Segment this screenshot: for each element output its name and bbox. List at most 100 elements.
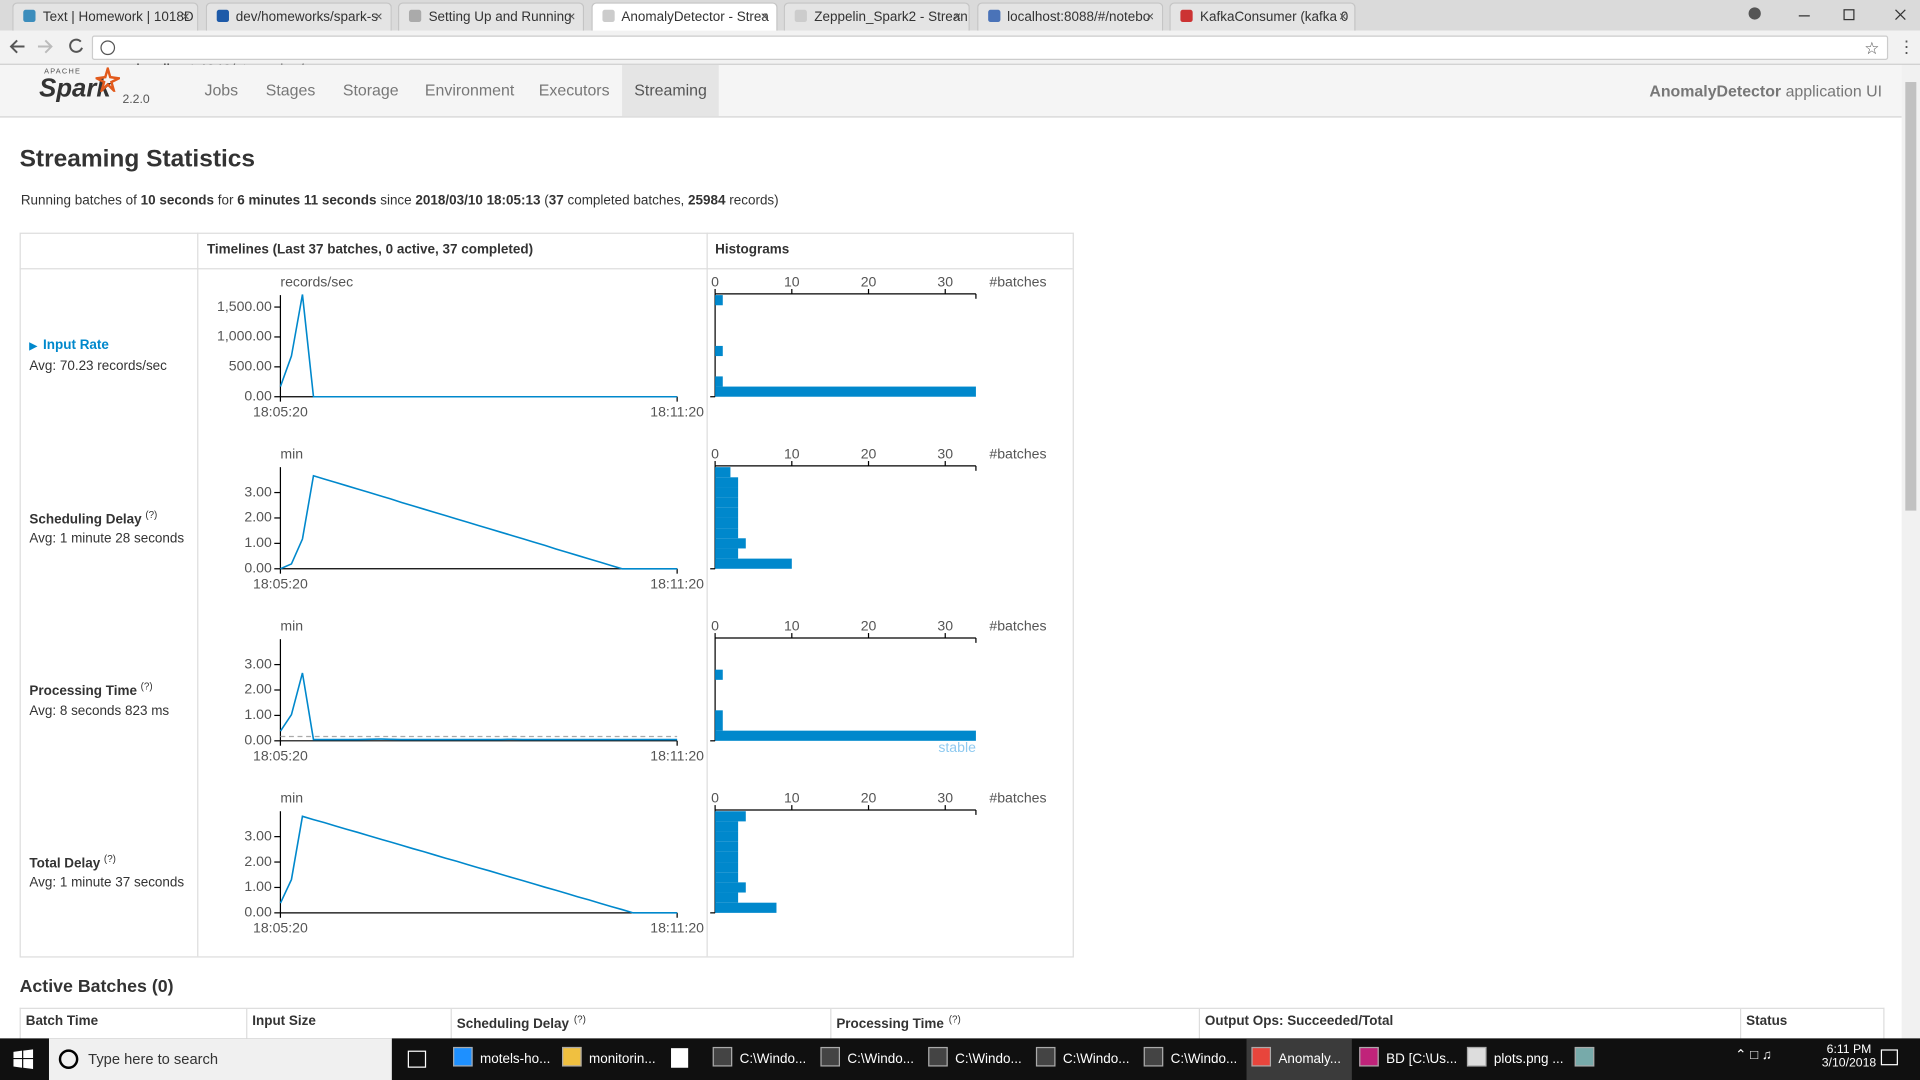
window-controls bbox=[1748, 7, 1906, 21]
start-button[interactable] bbox=[12, 1048, 34, 1070]
nav-link[interactable]: Storage bbox=[342, 80, 399, 100]
metric-name[interactable]: ▶ Input Rate bbox=[29, 335, 186, 356]
column-label: Output Ops: Succeeded/Total bbox=[1204, 1013, 1394, 1029]
nav-link[interactable]: Jobs bbox=[204, 80, 239, 100]
taskbar-label: motels-ho... bbox=[480, 1051, 551, 1067]
tab[interactable]: AnomalyDetector - Strea × bbox=[590, 2, 777, 32]
tab[interactable]: dev/homeworks/spark-s × bbox=[205, 2, 392, 32]
tray-icons[interactable]: ⌃ □ ♫ bbox=[1735, 1048, 1773, 1063]
help-icon[interactable]: (?) bbox=[140, 681, 153, 693]
tab[interactable]: Zeppelin_Spark2 - Strean × bbox=[783, 2, 970, 32]
nav-link[interactable]: Streaming bbox=[622, 64, 720, 117]
store-icon[interactable] bbox=[671, 1048, 689, 1068]
column-label: Processing Time bbox=[836, 1017, 944, 1032]
y-tick-label: 500.00 bbox=[229, 358, 272, 374]
column-header: Processing Time (?) bbox=[836, 1014, 960, 1032]
task-view[interactable] bbox=[407, 1050, 427, 1068]
summary-text: since bbox=[376, 193, 416, 209]
summary-text: records) bbox=[725, 193, 779, 209]
tab[interactable]: Setting Up and Running × bbox=[397, 2, 585, 32]
stable-label: stable bbox=[938, 739, 976, 755]
y-tick-label: 1.00 bbox=[244, 878, 272, 894]
taskbar-icon bbox=[820, 1046, 840, 1067]
taskbar-item[interactable]: C:\Windo... bbox=[707, 1038, 814, 1080]
column-label: Status bbox=[1746, 1013, 1788, 1029]
hist-bar bbox=[715, 811, 746, 822]
address-bar[interactable]: localhost:4040/streaming/ ☆ bbox=[91, 35, 1889, 78]
summary-text: completed batches, bbox=[563, 193, 689, 209]
metric-label: Processing Time bbox=[29, 684, 137, 699]
x-tick-label: 18:11:20 bbox=[650, 747, 704, 763]
menu[interactable]: ⋮ bbox=[1897, 36, 1916, 57]
summary-text: 25984 bbox=[688, 193, 726, 209]
hist-bar bbox=[715, 528, 739, 539]
hist-x-tick-label: 10 bbox=[784, 618, 800, 634]
taskbar-icon bbox=[712, 1046, 733, 1067]
tab-icon bbox=[408, 9, 422, 23]
taskbar-item[interactable]: C:\Windo... bbox=[1031, 1038, 1137, 1080]
tab-icon bbox=[216, 9, 229, 23]
hist-bar bbox=[715, 376, 723, 387]
hist-x-tick-label: 0 bbox=[711, 274, 719, 290]
search-box[interactable]: Type here to search bbox=[48, 1038, 392, 1080]
hist-x-tick-label: 20 bbox=[861, 274, 877, 290]
tab-icon bbox=[794, 9, 807, 23]
taskbar-item[interactable]: C:\Windo... bbox=[1138, 1038, 1245, 1080]
nav-link[interactable]: Environment bbox=[424, 80, 515, 100]
help-icon[interactable]: (?) bbox=[145, 508, 158, 521]
x-tick-label: 18:05:20 bbox=[253, 747, 308, 763]
y-tick-label: 3.00 bbox=[244, 827, 272, 843]
taskbar-item[interactable]: motels-ho... bbox=[448, 1038, 554, 1080]
column-header: Scheduling Delay (?) bbox=[457, 1014, 586, 1032]
taskbar-item[interactable]: plots.png ... bbox=[1462, 1038, 1568, 1080]
tab[interactable]: localhost:8088/#/notebo × bbox=[976, 2, 1163, 32]
taskbar-icon bbox=[562, 1046, 582, 1067]
hist-bar bbox=[715, 831, 739, 842]
tab-close: × bbox=[567, 9, 576, 25]
taskbar-item[interactable]: C:\Windo... bbox=[815, 1038, 921, 1080]
x-tick-label: 18:05:20 bbox=[253, 919, 308, 935]
y-tick-label: 1,500.00 bbox=[217, 298, 272, 314]
taskbar-item[interactable]: Anomaly... bbox=[1246, 1038, 1352, 1080]
tab-title: dev/homeworks/spark-s bbox=[235, 9, 378, 25]
hist-bar bbox=[715, 710, 723, 721]
nav-link[interactable]: Stages bbox=[265, 80, 316, 100]
taskbar-item[interactable]: C:\Windo... bbox=[923, 1038, 1029, 1080]
taskbar-icon bbox=[1251, 1046, 1272, 1067]
hist-x-tick-label: 0 bbox=[711, 790, 719, 806]
taskbar-item[interactable]: zepelin_sp... bbox=[1569, 1038, 1676, 1080]
column-divider bbox=[246, 1008, 248, 1039]
navbar bbox=[0, 64, 1902, 118]
help-icon[interactable]: (?) bbox=[948, 1013, 961, 1025]
help-icon[interactable]: (?) bbox=[103, 853, 116, 865]
hist-bar bbox=[715, 720, 723, 731]
taskbar-label: Anomaly... bbox=[1278, 1051, 1342, 1067]
column-header: Status bbox=[1746, 1014, 1787, 1029]
help-icon[interactable]: (?) bbox=[573, 1013, 586, 1025]
clock: 6:11 PM 3/10/2018 bbox=[1812, 1043, 1885, 1070]
taskbar-item[interactable]: BD [C:\Us... bbox=[1354, 1038, 1460, 1080]
tab-close: × bbox=[1339, 9, 1347, 25]
scrollbar[interactable] bbox=[1901, 64, 1920, 1039]
nav-buttons bbox=[9, 38, 83, 54]
column-header: Output Ops: Succeeded/Total bbox=[1205, 1014, 1393, 1029]
tab[interactable]: Text | Homework | 1018D × bbox=[12, 2, 199, 32]
tab[interactable]: KafkaConsumer (kafka 0 × bbox=[1169, 2, 1356, 32]
hist-axis-label: #batches bbox=[989, 446, 1046, 462]
y-tick-label: 0.00 bbox=[244, 732, 272, 748]
hist-bar bbox=[715, 295, 723, 306]
summary-text: 6 minutes 11 seconds bbox=[237, 193, 377, 209]
metric-name: Processing Time (?) bbox=[29, 677, 186, 701]
hist-bar bbox=[715, 345, 723, 357]
tab-title: Text | Homework | 1018D bbox=[42, 9, 194, 25]
column-label: Scheduling Delay bbox=[456, 1017, 570, 1032]
nav-link[interactable]: Executors bbox=[538, 80, 610, 100]
taskbar-label: monitorin... bbox=[588, 1051, 656, 1067]
taskbar-label: C:\Windo... bbox=[847, 1051, 914, 1067]
axis-unit: min bbox=[280, 790, 303, 806]
taskbar-item[interactable]: monitorin... bbox=[557, 1038, 663, 1080]
column-header: Input Size bbox=[252, 1014, 316, 1029]
notifications[interactable] bbox=[1880, 1049, 1898, 1066]
tab-close: × bbox=[181, 9, 190, 25]
